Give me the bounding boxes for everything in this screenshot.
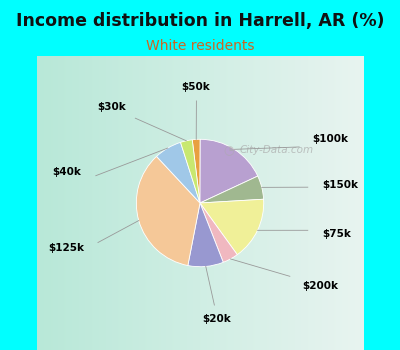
Text: White residents: White residents: [146, 39, 254, 53]
Wedge shape: [156, 142, 200, 203]
Wedge shape: [188, 203, 223, 267]
Text: $50k: $50k: [182, 82, 210, 92]
Text: $40k: $40k: [53, 167, 82, 177]
Text: $100k: $100k: [313, 134, 349, 144]
Text: ◔: ◔: [223, 144, 234, 156]
Wedge shape: [200, 203, 237, 262]
Wedge shape: [180, 140, 200, 203]
Text: $20k: $20k: [202, 314, 231, 324]
Text: City-Data.com: City-Data.com: [239, 145, 313, 155]
Wedge shape: [192, 139, 200, 203]
Text: $125k: $125k: [48, 243, 84, 253]
Text: $200k: $200k: [302, 281, 338, 291]
Wedge shape: [200, 139, 258, 203]
Wedge shape: [200, 199, 264, 255]
Wedge shape: [136, 156, 200, 266]
Text: $30k: $30k: [98, 102, 126, 112]
Wedge shape: [200, 176, 264, 203]
Text: $150k: $150k: [322, 180, 358, 190]
Text: $75k: $75k: [322, 229, 351, 239]
Text: Income distribution in Harrell, AR (%): Income distribution in Harrell, AR (%): [16, 12, 384, 30]
